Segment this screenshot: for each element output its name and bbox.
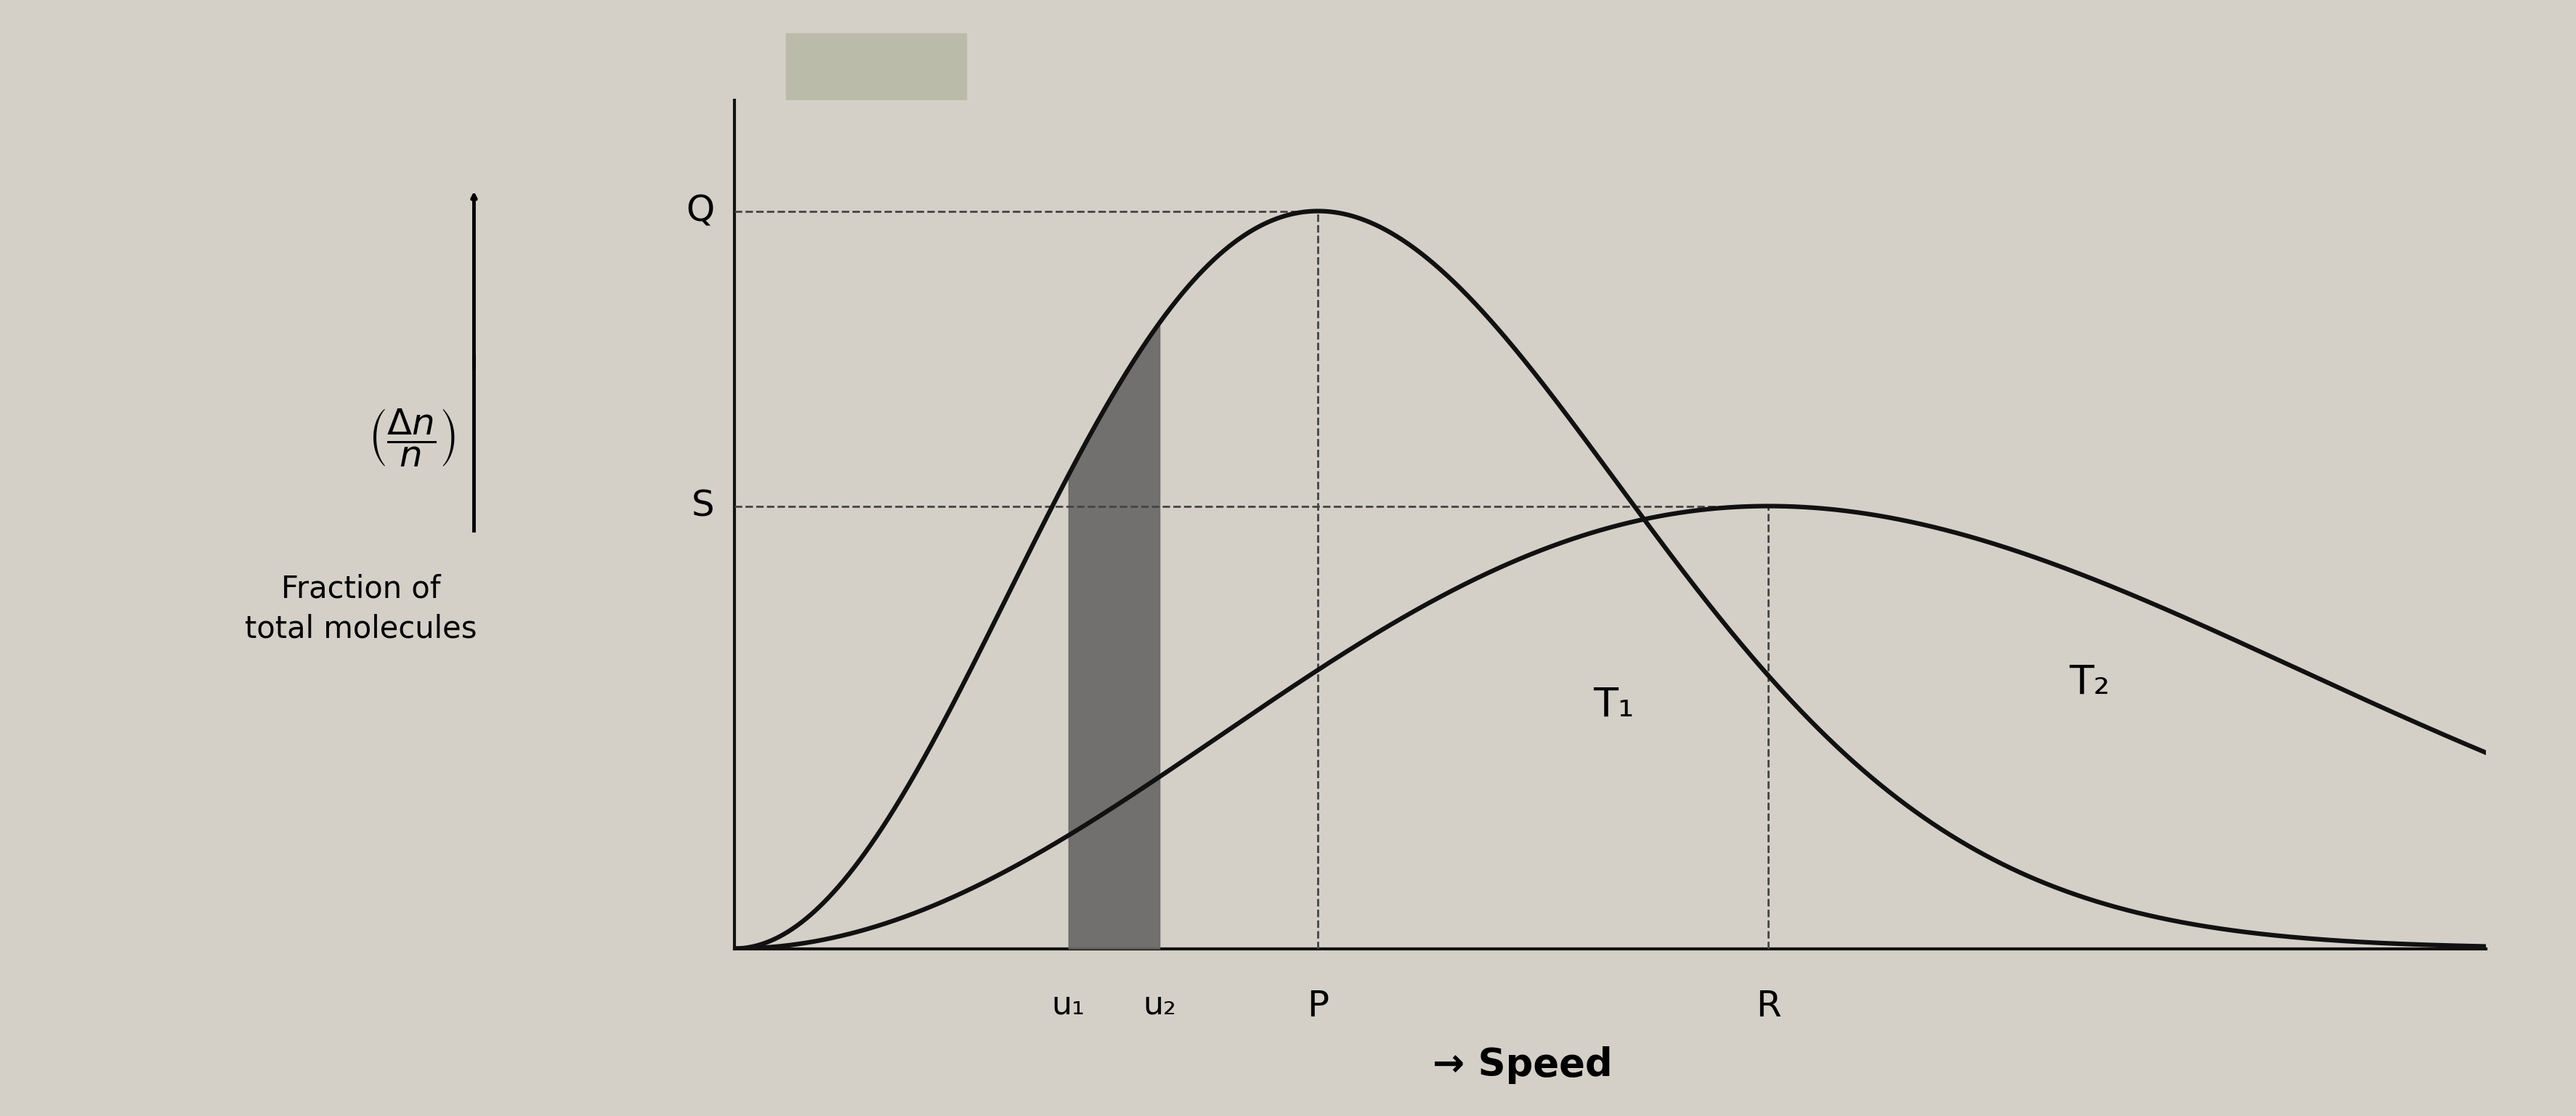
Bar — [786, 33, 966, 134]
Text: R: R — [1757, 989, 1780, 1024]
Bar — [2112, 279, 2473, 502]
Text: u₁: u₁ — [1051, 989, 1084, 1020]
Text: → Speed: → Speed — [1432, 1046, 1613, 1084]
Text: T₁: T₁ — [1595, 685, 1633, 724]
Text: T₂: T₂ — [2069, 664, 2110, 703]
Bar — [683, 45, 2537, 1027]
Bar — [786, 33, 966, 134]
Text: u₂: u₂ — [1144, 989, 1177, 1020]
Bar — [2112, 603, 2421, 781]
Text: Fraction of
total molecules: Fraction of total molecules — [245, 574, 477, 644]
Text: P: P — [1306, 989, 1329, 1024]
Text: $\left(\dfrac{\Delta n}{n}\right)$: $\left(\dfrac{\Delta n}{n}\right)$ — [368, 406, 456, 468]
Text: Q: Q — [685, 194, 714, 229]
Text: S: S — [690, 489, 714, 523]
